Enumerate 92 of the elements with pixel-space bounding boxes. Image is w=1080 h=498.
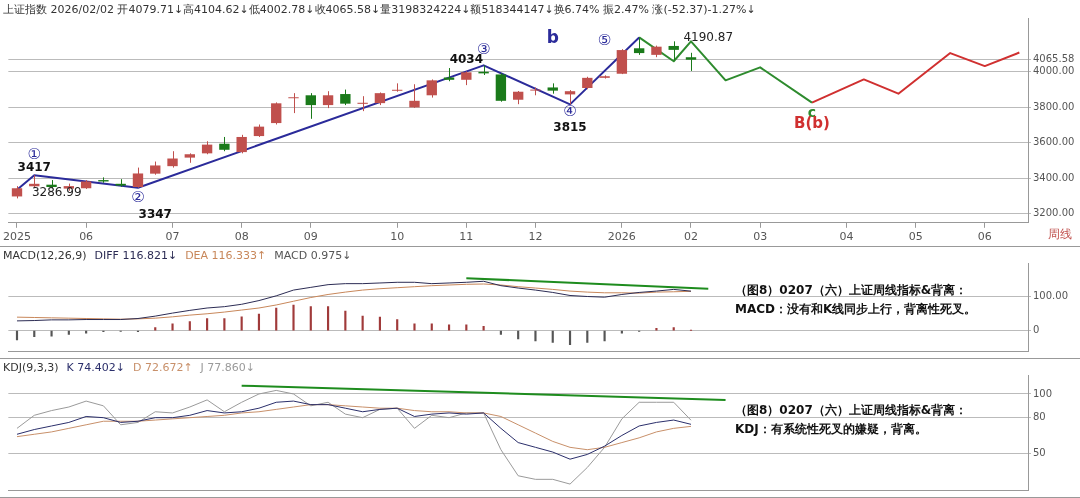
series-label: J 77.860↓ — [200, 361, 256, 374]
bar — [672, 327, 675, 331]
bar — [15, 330, 19, 341]
x-tick-label: 2026 — [607, 230, 636, 244]
bar — [534, 330, 537, 342]
x-tick-label: 06 — [79, 230, 94, 244]
candlestick — [392, 82, 403, 93]
bar — [223, 318, 226, 331]
annotation: （图8）0207（六）上证周线指标&背离： — [735, 282, 969, 299]
text: 周线 — [1048, 226, 1072, 243]
bar — [482, 325, 485, 331]
bar — [655, 327, 658, 331]
chart-title: KDJ(9,3,3) — [3, 361, 59, 374]
text: DIFF 116.821↓ — [94, 249, 178, 262]
bar — [413, 323, 416, 331]
x-tick-label: 11 — [459, 230, 474, 244]
text: MACD 0.975↓ — [274, 249, 352, 262]
y-tick-label: 0 — [1033, 324, 1040, 336]
bar — [465, 324, 468, 331]
bar — [50, 330, 53, 337]
y-tick-label: 4000.00 — [1033, 65, 1075, 77]
annotation: MACD：没有和K线同步上行，背离性死叉。 — [735, 301, 977, 318]
x-tick-label: 12 — [528, 230, 543, 244]
annotation: b — [546, 27, 559, 48]
x-tick-label: 2025 — [3, 230, 31, 244]
bar — [499, 330, 502, 335]
y-tick-label: 3800.00 — [1033, 100, 1075, 112]
bar — [257, 313, 261, 331]
annotation: ⑤ — [597, 31, 612, 50]
candlestick — [616, 48, 628, 75]
x-tick-label: 03 — [753, 230, 768, 244]
bar — [154, 327, 157, 331]
x-tick-label: 04 — [839, 230, 854, 244]
candlestick — [236, 134, 247, 154]
y-tick-label: 3400.00 — [1033, 171, 1075, 183]
bar — [430, 323, 433, 331]
bar — [206, 318, 209, 331]
annotation: 3347 — [138, 206, 172, 221]
x-tick-label: 07 — [165, 230, 180, 244]
candlestick — [668, 40, 679, 61]
y-tick-label: 4065.58 — [1033, 53, 1075, 65]
y-tick-label: 3200.00 — [1033, 207, 1075, 219]
bar — [603, 330, 606, 342]
y-tick-label: 100.00 — [1033, 290, 1068, 302]
bar — [188, 321, 191, 331]
bar — [292, 304, 295, 331]
candlestick — [271, 101, 282, 125]
bar — [67, 330, 70, 335]
bar — [275, 307, 278, 331]
bar — [327, 306, 330, 331]
bar — [551, 330, 554, 343]
annotation: ② — [131, 187, 145, 206]
bar — [568, 330, 572, 345]
annotation: 3815 — [553, 119, 587, 134]
x-tick-label: 02 — [684, 230, 698, 244]
annotation: KDJ：有系统性死叉的嫌疑，背离。 — [735, 421, 928, 438]
x-tick-label: 10 — [390, 230, 405, 244]
y-tick-label: 50 — [1033, 446, 1046, 458]
bar — [586, 330, 589, 343]
chart-title: MACD(12,26,9) — [3, 249, 87, 262]
bar — [378, 316, 381, 331]
candlestick — [357, 95, 368, 112]
y-tick-label: 80 — [1033, 411, 1046, 423]
candlestick — [685, 52, 697, 72]
candlestick — [305, 92, 316, 120]
annotation: 3417 — [17, 160, 51, 175]
annotation: 4190.87 — [683, 29, 734, 44]
bar — [240, 316, 243, 331]
y-tick-label: 3600.00 — [1033, 136, 1075, 148]
candlestick — [288, 92, 299, 114]
bar — [344, 310, 347, 331]
annotation: 3286.99 — [31, 185, 82, 200]
text: K 74.402↓ — [66, 361, 125, 374]
candlestick — [426, 78, 437, 99]
bar — [171, 323, 174, 331]
annotation: ④ — [563, 101, 577, 120]
annotation: ① — [27, 144, 42, 163]
bar — [396, 319, 399, 331]
y-tick-label: 100 — [1033, 387, 1053, 399]
x-tick-label: 09 — [303, 230, 318, 244]
x-tick-label: 08 — [234, 230, 249, 244]
chart-title: 上证指数 2026/02/02 开4079.71↓高4104.62↓低4002.78↓收4065.58↓量3198324224↓额518344147↓换6.74% 振2.47% 涨(-52.37)-1.27%↓ — [3, 3, 756, 16]
annotation: （图8）0207（六）上证周线指标&背离： — [735, 402, 968, 419]
x-tick-label: 06 — [977, 230, 992, 244]
text: DEA 116.333↑ — [185, 249, 267, 262]
x-tick-label: 05 — [908, 230, 923, 244]
text: D 72.672↑ — [132, 361, 193, 374]
bar — [361, 315, 364, 331]
bar — [447, 324, 451, 331]
candlestick — [132, 167, 144, 189]
candlestick — [409, 83, 420, 109]
bar — [309, 306, 312, 331]
